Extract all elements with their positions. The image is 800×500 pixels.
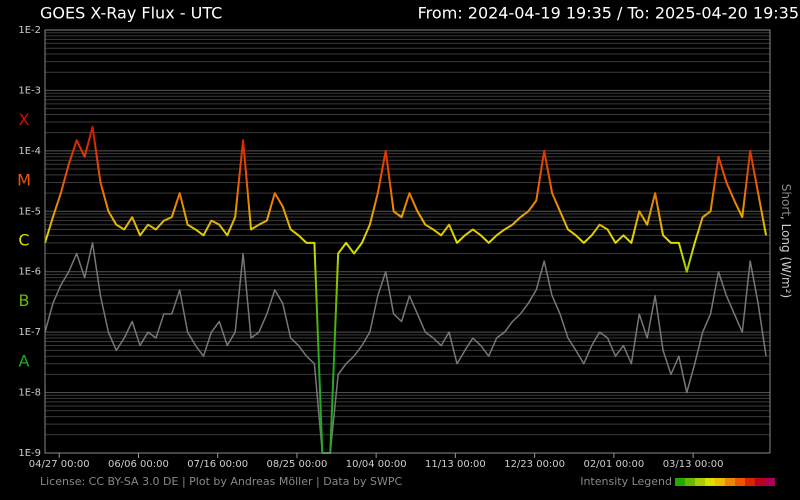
legend-swatch <box>745 478 755 486</box>
x-tick-label: 12/23 00:00 <box>504 459 565 470</box>
y-tick-label: 1E-4 <box>18 146 41 157</box>
x-tick-label: 03/13 00:00 <box>663 459 724 470</box>
x-tick-label: 07/16 00:00 <box>187 459 248 470</box>
class-label: M <box>17 170 31 189</box>
y-label-long: , Long (W/m²) <box>780 216 794 298</box>
y-tick-label: 1E-3 <box>18 85 41 96</box>
series-line <box>44 125 768 454</box>
plot-border <box>44 29 771 454</box>
y-tick-label: 1E-5 <box>18 206 41 217</box>
chart-title: GOES X-Ray Flux - UTC <box>40 4 222 23</box>
class-label: A <box>19 352 30 371</box>
class-label: B <box>19 291 30 310</box>
x-tick-label: 11/13 00:00 <box>425 459 486 470</box>
x-tick-label: 04/27 00:00 <box>29 459 90 470</box>
y-tick-label: 1E-7 <box>18 327 41 338</box>
y-tick-label: 1E-8 <box>18 388 41 399</box>
legend-swatch <box>735 478 745 486</box>
legend-swatch <box>695 478 705 486</box>
y-tick-label: 1E-9 <box>18 448 41 459</box>
y-tick-label: 1E-6 <box>18 267 41 278</box>
legend-swatch <box>755 478 765 486</box>
y-tick-label: 1E-2 <box>18 25 41 36</box>
footer: License: CC BY-SA 3.0 DE | Plot by Andre… <box>40 475 402 488</box>
plot-area <box>45 30 770 453</box>
y-label-short: Short <box>780 184 794 216</box>
legend-swatch <box>725 478 735 486</box>
legend-swatch <box>705 478 715 486</box>
legend-title: Intensity Legend <box>580 475 672 488</box>
legend-swatch <box>715 478 725 486</box>
x-tick-label: 02/01 00:00 <box>583 459 644 470</box>
legend-swatch <box>765 478 775 486</box>
legend-swatch <box>675 478 685 486</box>
chart-subtitle: From: 2024-04-19 19:35 / To: 2025-04-20 … <box>418 4 799 23</box>
x-tick-label: 10/04 00:00 <box>346 459 407 470</box>
legend-swatch <box>685 478 695 486</box>
class-label: X <box>19 110 30 129</box>
class-label: C <box>18 231 29 250</box>
y-axis-label: Short, Long (W/m²) <box>780 184 794 298</box>
x-tick-label: 06/06 00:00 <box>108 459 169 470</box>
series-line <box>44 242 767 454</box>
x-tick-label: 08/25 00:00 <box>267 459 328 470</box>
